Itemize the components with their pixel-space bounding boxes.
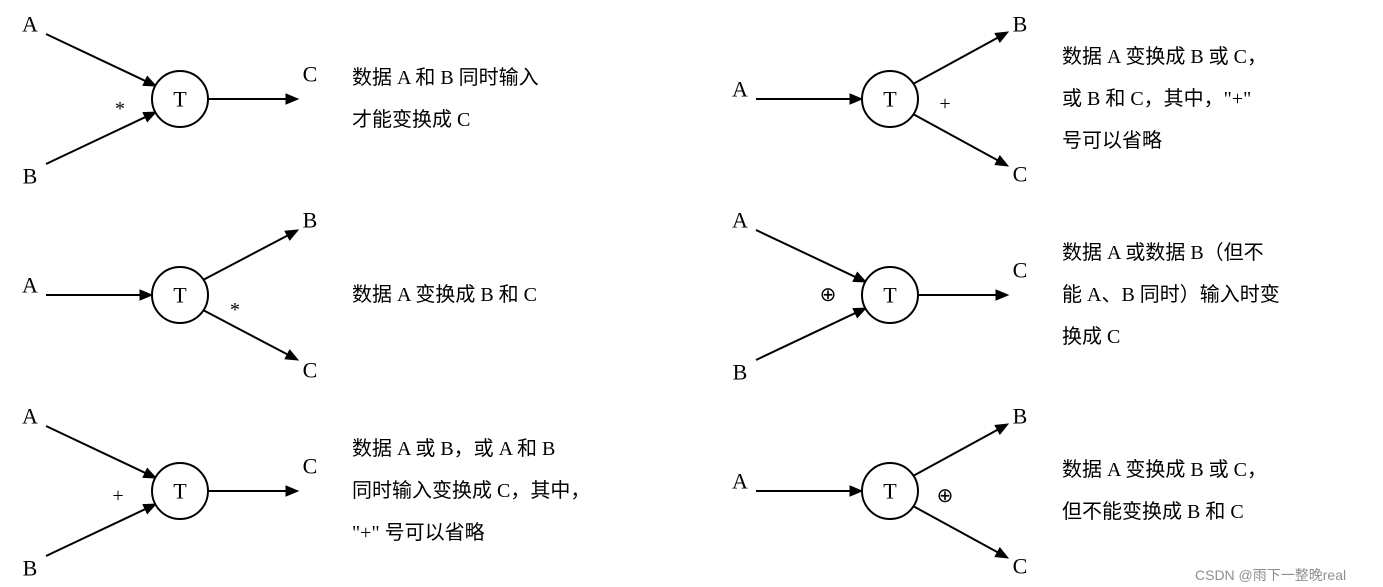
diagram-description: 数据 A 变换成 B 或 C， 但不能变换成 B 和 C <box>1062 449 1267 533</box>
diagram-cell: T + A B C 数据 A 或 B，或 A 和 B 同时输入变换成 C，其中， "+" … <box>10 396 690 586</box>
transform-node-label: T <box>883 479 897 504</box>
input-label: A <box>22 404 38 429</box>
operator-symbol: + <box>939 93 950 115</box>
diagram-description: 数据 A 变换成 B 和 C <box>352 274 537 316</box>
input-label: A <box>22 273 38 298</box>
diagram-description: 数据 A 变换成 B 或 C， 或 B 和 C，其中，"+" 号可以省略 <box>1062 36 1267 162</box>
diagram-description: 数据 A 或数据 B（但不 能 A、B 同时）输入时变 换成 C <box>1062 232 1280 358</box>
dfd-diagram: T * A B C <box>10 200 330 390</box>
output-label: C <box>1013 162 1028 187</box>
transform-node-label: T <box>883 87 897 112</box>
output-label: C <box>303 62 318 87</box>
watermark: CSDN @雨下一整晚real <box>1195 565 1346 585</box>
input-label: A <box>732 208 748 233</box>
diagram-description: 数据 A 和 B 同时输入 才能变换成 C <box>352 57 539 141</box>
output-label: C <box>1013 258 1028 283</box>
input-label: A <box>732 77 748 102</box>
diagram-cell: T ⊕ A B C 数据 A 或数据 B（但不 能 A、B 同时）输入时变 换成 C <box>720 200 1380 390</box>
diagram-reference-page: T * A B C 数据 A 和 B 同时输入 才能变换成 C T * A B C 数据 A 变换成 … <box>0 0 1383 587</box>
diagram-svg: T + A B C <box>10 396 330 586</box>
operator-symbol: + <box>112 485 123 507</box>
dfd-diagram: T ⊕ A B C <box>720 200 1040 390</box>
input-label: B <box>23 164 38 189</box>
output-label: C <box>303 454 318 479</box>
output-label: B <box>1013 404 1028 429</box>
diagram-cell: T + A B C 数据 A 变换成 B 或 C， 或 B 和 C，其中，"+" 号可以省… <box>720 4 1380 194</box>
input-label: B <box>733 360 748 385</box>
diagram-cell: T * A B C 数据 A 和 B 同时输入 才能变换成 C <box>10 4 690 194</box>
dfd-diagram: T + A B C <box>720 4 1040 194</box>
transform-node-label: T <box>173 479 187 504</box>
output-label: C <box>303 358 318 383</box>
diagram-svg: T + A B C <box>720 4 1040 194</box>
dfd-diagram: T + A B C <box>10 396 330 586</box>
output-label: C <box>1013 554 1028 579</box>
dfd-diagram: T * A B C <box>10 4 330 194</box>
operator-symbol: ⊕ <box>820 284 837 306</box>
diagram-cell: T ⊕ A B C 数据 A 变换成 B 或 C， 但不能变换成 B 和 C <box>720 396 1380 586</box>
transform-node-label: T <box>883 283 897 308</box>
transform-node-label: T <box>173 87 187 112</box>
dfd-diagram: T ⊕ A B C <box>720 396 1040 586</box>
diagram-cell: T * A B C 数据 A 变换成 B 和 C <box>10 200 690 390</box>
input-label: A <box>22 12 38 37</box>
diagram-svg: T ⊕ A B C <box>720 396 1040 586</box>
input-label: A <box>732 469 748 494</box>
diagram-svg: T * A B C <box>10 200 330 390</box>
output-label: B <box>1013 12 1028 37</box>
diagram-svg: T * A B C <box>10 4 330 194</box>
diagram-svg: T ⊕ A B C <box>720 200 1040 390</box>
operator-symbol: * <box>115 98 125 120</box>
output-label: B <box>303 208 318 233</box>
diagram-description: 数据 A 或 B，或 A 和 B 同时输入变换成 C，其中， "+" 号可以省略 <box>352 428 590 554</box>
operator-symbol: ⊕ <box>937 485 954 507</box>
operator-symbol: * <box>230 299 240 321</box>
input-label: B <box>23 556 38 581</box>
transform-node-label: T <box>173 283 187 308</box>
